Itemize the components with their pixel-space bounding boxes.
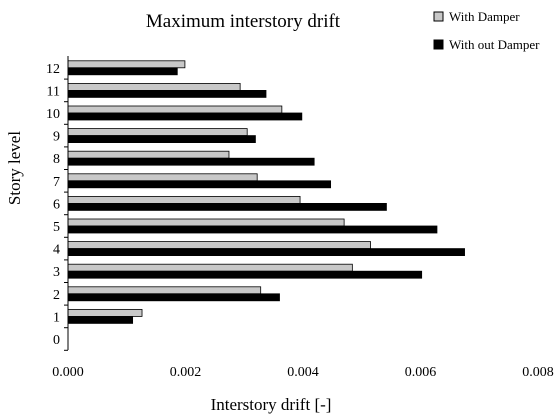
- bar-without-damper: [67, 202, 387, 211]
- legend-label-with-damper: With Damper: [449, 9, 520, 24]
- y-axis-label: Story level: [5, 131, 24, 205]
- legend-swatch-with-damper: [433, 11, 444, 22]
- x-tick-label: 0.006: [405, 365, 437, 380]
- bar-without-damper: [67, 67, 178, 76]
- bar-without-damper: [67, 225, 438, 234]
- x-tick-label: 0.000: [52, 365, 84, 380]
- bar-with-damper: [67, 83, 241, 91]
- bar-without-damper: [67, 248, 465, 257]
- x-tick-label: 0.008: [522, 365, 554, 380]
- x-tick-labels: 0.000 0.002 0.004 0.006 0.008: [52, 365, 554, 380]
- y-tick-label: 6: [53, 197, 60, 212]
- bar-with-damper: [67, 286, 262, 295]
- y-tick-label: 0: [53, 333, 60, 348]
- bar-without-damper: [67, 157, 315, 166]
- y-tick-label: 2: [53, 288, 60, 303]
- y-tick-label: 3: [53, 265, 60, 280]
- bar-without-damper: [67, 293, 280, 302]
- chart-title: Maximum interstory drift: [146, 11, 341, 32]
- bar-without-damper: [67, 135, 256, 144]
- bar-with-damper: [67, 105, 283, 114]
- y-tick-label: 5: [53, 220, 60, 235]
- bar-without-damper: [67, 270, 423, 279]
- bar-without-damper: [67, 180, 332, 189]
- y-tick-label: 9: [53, 130, 60, 145]
- bar-without-damper: [67, 90, 267, 98]
- legend: With Damper With out Damper: [433, 9, 540, 52]
- legend-label-without-damper: With out Damper: [449, 37, 540, 52]
- y-tick-label: 1: [53, 310, 60, 325]
- y-tick-label: 7: [53, 175, 60, 190]
- y-tick-label: 11: [47, 84, 60, 99]
- x-tick-label: 0.002: [170, 365, 202, 380]
- bar-with-damper: [67, 263, 353, 272]
- bar-with-damper: [67, 128, 248, 137]
- x-axis-label: Interstory drift [-]: [211, 395, 332, 414]
- legend-swatch-without-damper: [433, 39, 444, 50]
- bars: [67, 60, 465, 324]
- bar-without-damper: [67, 112, 303, 121]
- bar-with-damper: [67, 308, 143, 317]
- bar-with-damper: [67, 150, 230, 159]
- y-tick-label: 10: [46, 107, 60, 122]
- bar-without-damper: [67, 315, 134, 324]
- y-tick-label: 4: [53, 243, 60, 258]
- bar-with-damper: [67, 195, 301, 204]
- bar-with-damper: [67, 60, 186, 69]
- y-tick-label: 8: [53, 152, 60, 167]
- bar-with-damper: [67, 241, 371, 250]
- y-tick-label: 12: [46, 62, 60, 77]
- bar-with-damper: [67, 173, 258, 182]
- x-tick-label: 0.004: [287, 365, 319, 380]
- bar-with-damper: [67, 218, 345, 227]
